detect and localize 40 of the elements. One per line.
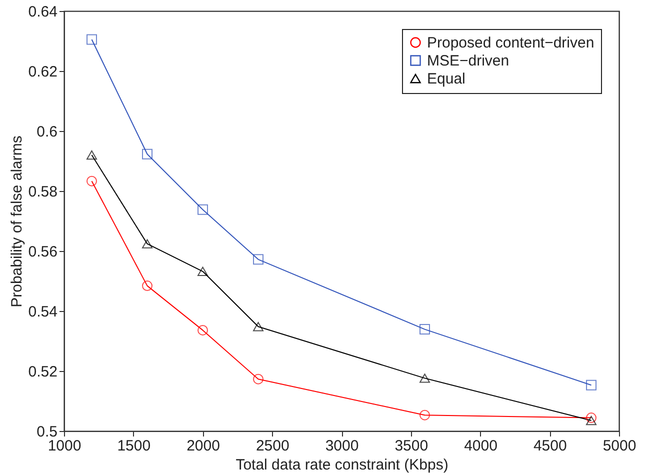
point [198, 266, 208, 276]
point [86, 34, 97, 45]
x-tick-label: 2500 [256, 438, 290, 454]
point [420, 324, 430, 335]
x-tick-label: 1500 [117, 438, 151, 454]
point [86, 176, 97, 186]
point [198, 324, 208, 336]
point [420, 410, 430, 420]
y-tick-label: 0.64 [28, 4, 58, 20]
x-tick-label: 4000 [464, 438, 498, 454]
point [253, 322, 264, 332]
point [586, 380, 596, 390]
x-tick-label: 2000 [186, 438, 220, 454]
point [253, 254, 264, 265]
x-axis-title: Total data rate constraint (Kbps) [236, 456, 448, 474]
point [420, 374, 430, 383]
point [253, 374, 264, 384]
x-tick-label: 4500 [533, 438, 567, 454]
point [86, 150, 97, 160]
y-axis-title: Probability of false alarms [8, 136, 26, 308]
y-tick-label: 0.6 [36, 124, 58, 140]
point [586, 412, 596, 424]
x-tick-label: 3000 [325, 438, 359, 454]
y-tick-label: 0.62 [28, 64, 58, 80]
x-tick-label: 1000 [48, 438, 82, 454]
legend-label: Equal [427, 70, 466, 88]
y-tick-label: 0.56 [28, 244, 58, 260]
y-tick-label: 0.54 [28, 304, 58, 320]
legend-label: MSE−driven [427, 52, 510, 70]
y-tick-label: 0.5 [36, 424, 58, 440]
point [142, 239, 152, 248]
x-tick-label: 3500 [394, 438, 428, 454]
point [586, 416, 596, 426]
legend-label: Proposed content−driven [427, 34, 594, 52]
point [142, 148, 152, 160]
point [142, 280, 152, 292]
y-tick-label: 0.58 [28, 184, 58, 200]
y-tick-label: 0.52 [28, 364, 58, 380]
point [198, 204, 208, 215]
x-tick-label: 5000 [602, 438, 636, 454]
